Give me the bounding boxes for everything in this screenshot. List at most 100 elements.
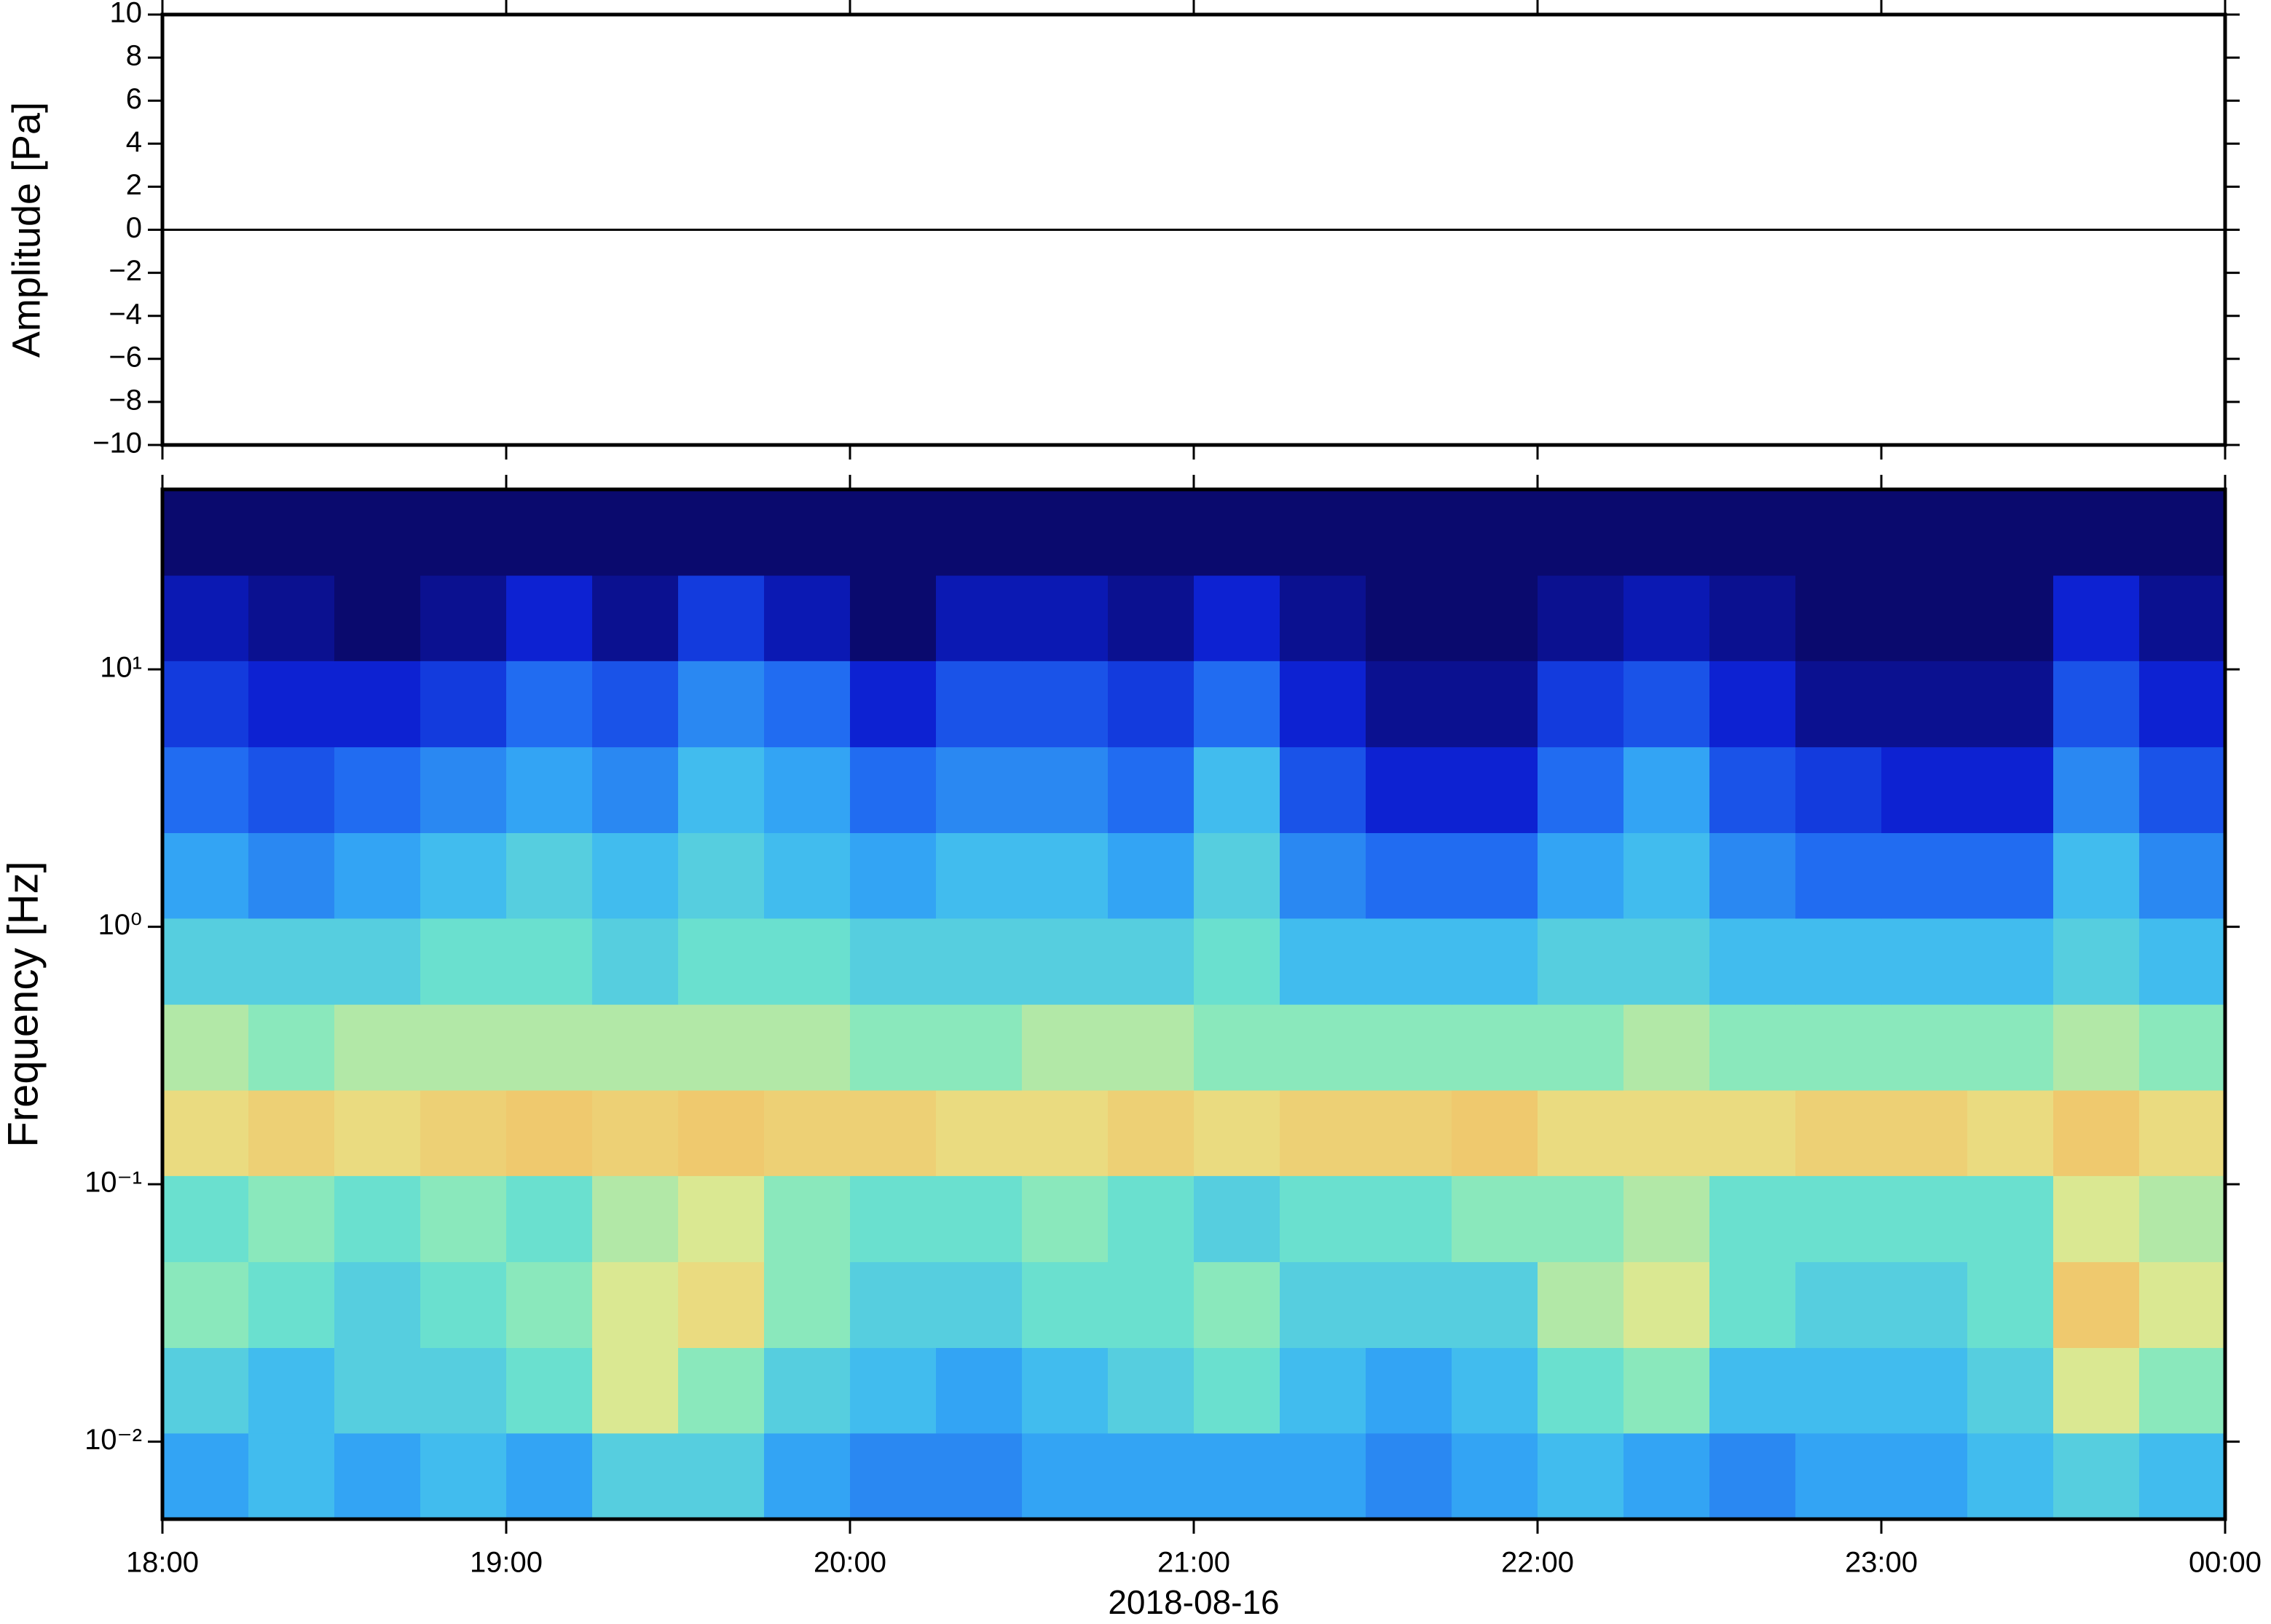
heatmap-cell bbox=[162, 832, 249, 919]
heatmap-cell bbox=[1795, 1432, 1882, 1520]
heatmap-cell bbox=[1280, 746, 1366, 833]
heatmap-cell bbox=[1280, 1089, 1366, 1176]
heatmap-cell bbox=[162, 1089, 249, 1176]
heatmap-cell bbox=[334, 746, 421, 833]
heatmap-cell bbox=[1452, 1004, 1538, 1091]
heatmap-cell bbox=[764, 661, 851, 748]
heatmap-cell bbox=[1881, 1261, 1968, 1348]
heatmap-cell bbox=[1967, 1261, 2054, 1348]
heatmap-cell bbox=[1709, 746, 1796, 833]
heatmap-cell bbox=[334, 575, 421, 661]
heatmap-cell bbox=[506, 918, 593, 1005]
heatmap-cell bbox=[1881, 1089, 1968, 1176]
heatmap-cell bbox=[1967, 661, 2054, 748]
heatmap-cell bbox=[248, 1089, 335, 1176]
heatmap-cell bbox=[1022, 575, 1109, 661]
heatmap-cell bbox=[2053, 1432, 2140, 1520]
heatmap-cell bbox=[1967, 489, 2054, 576]
heatmap-cell bbox=[678, 575, 765, 661]
y-axis-title: Frequency [Hz] bbox=[0, 861, 47, 1147]
x-tick-label: 00:00 bbox=[2189, 1547, 2262, 1579]
heatmap-cell bbox=[2139, 1261, 2226, 1348]
heatmap-cell bbox=[1709, 1432, 1796, 1520]
heatmap-cell bbox=[1022, 1004, 1109, 1091]
x-tick-label: 19:00 bbox=[470, 1547, 543, 1579]
heatmap-cell bbox=[248, 489, 335, 576]
heatmap-cell bbox=[2139, 1175, 2226, 1263]
y-tick-label: −2 bbox=[109, 255, 142, 287]
heatmap-cell bbox=[1022, 918, 1109, 1005]
heatmap-cell bbox=[1280, 918, 1366, 1005]
heatmap-cell bbox=[334, 1089, 421, 1176]
heatmap-cell bbox=[334, 832, 421, 919]
heatmap-cell bbox=[1366, 832, 1452, 919]
heatmap-cell bbox=[1709, 1347, 1796, 1434]
heatmap-cell bbox=[678, 1432, 765, 1520]
heatmap-cell bbox=[678, 661, 765, 748]
heatmap-cell bbox=[1194, 746, 1280, 833]
heatmap-cell bbox=[850, 489, 937, 576]
heatmap-cell bbox=[420, 1089, 507, 1176]
heatmap-cell bbox=[248, 918, 335, 1005]
heatmap-cell bbox=[1881, 1432, 1968, 1520]
heatmap-cell bbox=[1108, 1175, 1194, 1263]
heatmap-cell bbox=[1709, 661, 1796, 748]
heatmap-cell bbox=[420, 1347, 507, 1434]
x-tick-label: 18:00 bbox=[126, 1547, 199, 1579]
heatmap-cell bbox=[1881, 575, 1968, 661]
heatmap-cell bbox=[678, 746, 765, 833]
heatmap-cell bbox=[1623, 832, 1710, 919]
heatmap-cell bbox=[592, 1089, 679, 1176]
heatmap-cell bbox=[1366, 918, 1452, 1005]
heatmap-cell bbox=[1967, 918, 2054, 1005]
heatmap-cell bbox=[1280, 1432, 1366, 1520]
heatmap-cell bbox=[2139, 1004, 2226, 1091]
heatmap-cell bbox=[678, 489, 765, 576]
heatmap-cell bbox=[1538, 1432, 1624, 1520]
y-tick-label: −10 bbox=[93, 427, 142, 460]
heatmap-cell bbox=[850, 1261, 937, 1348]
heatmap-cell bbox=[334, 1175, 421, 1263]
heatmap-cell bbox=[592, 575, 679, 661]
heatmap-cell bbox=[420, 918, 507, 1005]
heatmap-cell bbox=[2053, 575, 2140, 661]
heatmap-cell bbox=[248, 746, 335, 833]
heatmap-cell bbox=[1108, 1004, 1194, 1091]
heatmap-cell bbox=[1108, 832, 1194, 919]
heatmap-cell bbox=[1538, 918, 1624, 1005]
heatmap-cell bbox=[1709, 1089, 1796, 1176]
heatmap-cell bbox=[506, 1347, 593, 1434]
heatmap-cell bbox=[1194, 1347, 1280, 1434]
heatmap-cell bbox=[1194, 832, 1280, 919]
heatmap-cell bbox=[1194, 575, 1280, 661]
heatmap-cell bbox=[936, 1432, 1023, 1520]
heatmap-cell bbox=[506, 1432, 593, 1520]
heatmap-cell bbox=[592, 918, 679, 1005]
heatmap-cell bbox=[2139, 1089, 2226, 1176]
y-tick-label: −8 bbox=[109, 384, 142, 416]
heatmap-cell bbox=[1623, 1175, 1710, 1263]
heatmap-cell bbox=[1452, 1175, 1538, 1263]
x-tick-label: 20:00 bbox=[814, 1547, 886, 1579]
heatmap-cell bbox=[1194, 1089, 1280, 1176]
heatmap-cell bbox=[1452, 1347, 1538, 1434]
heatmap-cell bbox=[1452, 1432, 1538, 1520]
heatmap-cell bbox=[1108, 661, 1194, 748]
y-tick-label: 10⁻¹ bbox=[84, 1167, 142, 1199]
heatmap-cell bbox=[162, 746, 249, 833]
heatmap-cell bbox=[1967, 832, 2054, 919]
heatmap-cell bbox=[1280, 1175, 1366, 1263]
heatmap-cell bbox=[2053, 1004, 2140, 1091]
y-tick-label: 2 bbox=[126, 169, 142, 201]
heatmap-cell bbox=[1022, 1089, 1109, 1176]
heatmap-cell bbox=[850, 661, 937, 748]
heatmap-cell bbox=[1709, 575, 1796, 661]
heatmap-cell bbox=[1623, 746, 1710, 833]
heatmap-cell bbox=[1709, 489, 1796, 576]
heatmap-cell bbox=[1881, 832, 1968, 919]
heatmap-cell bbox=[1623, 1261, 1710, 1348]
y-tick-label: 8 bbox=[126, 40, 142, 72]
heatmap-cell bbox=[420, 1432, 507, 1520]
heatmap-cell bbox=[1623, 1089, 1710, 1176]
heatmap-cell bbox=[2139, 661, 2226, 748]
